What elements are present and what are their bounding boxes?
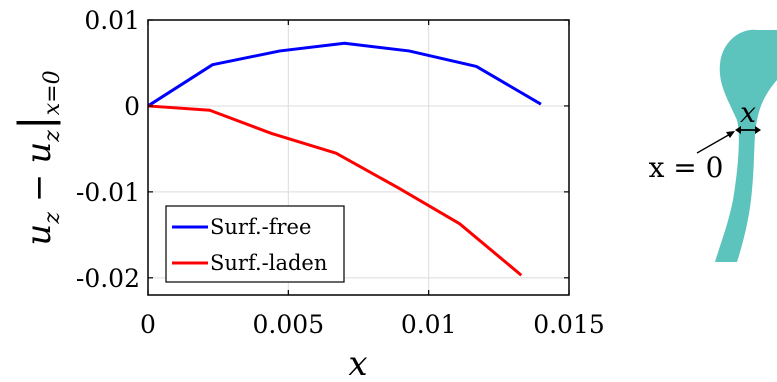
y-label-cond: x=0 [40,70,65,115]
legend: Surf.-free Surf.-laden [165,205,345,283]
series-group [147,41,542,277]
series-line-1 [147,104,523,277]
y-tick-label: 0 [124,92,140,121]
x-tick-label: 0.005 [253,310,325,339]
y-label-u1: u [19,224,59,246]
width-arrow-right-head [755,126,761,134]
y-label-sub1: z [40,212,65,225]
y-label-u2: u [19,142,59,164]
x-axis-label: x [348,344,367,382]
legend-label-surf-free: Surf.-free [210,215,311,239]
droplet-shape [715,29,777,262]
x-tick-label: 0 [140,310,156,339]
legend-box [165,205,345,283]
series-line-0 [147,41,542,108]
y-tick-label: 0.01 [84,6,140,35]
tick-labels: 0 0.005 0.01 0.015 0.01 0 -0.01 -0.02 [76,6,605,339]
origin-pointer-head [726,131,735,138]
y-label-sub2: z [40,130,65,143]
y-label-bar: | [10,115,61,130]
inset-x-label: x [740,96,756,129]
y-tick-label: -0.01 [76,178,140,207]
x-tick-label: 0.01 [401,310,457,339]
y-tick-label: -0.02 [76,264,140,293]
axes-box [147,19,570,296]
svg-text:uz−uz|x=0: uz−uz|x=0 [10,70,65,245]
ticks [147,19,570,295]
legend-label-surf-laden: Surf.-laden [210,251,327,275]
x-tick-label: 0.015 [533,310,605,339]
origin-pointer-line [696,132,733,154]
width-arrow-left-head [735,126,741,134]
inset-droplet: x x = 0 [649,29,777,262]
inset-origin-label: x = 0 [649,151,724,184]
y-label-minus: − [19,174,59,203]
y-axis-label: uz−uz|x=0 [10,70,65,245]
